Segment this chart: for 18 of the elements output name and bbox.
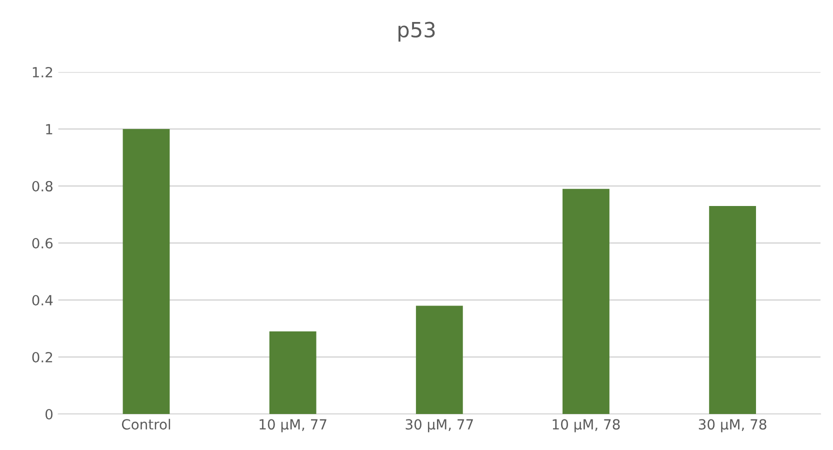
y-tick-label: 0.8 xyxy=(32,180,52,192)
y-tick-label: 1.2 xyxy=(32,66,52,78)
y-tick-label: 1 xyxy=(46,124,52,134)
bar xyxy=(709,206,756,414)
y-tick-label: 0.2 xyxy=(32,352,52,362)
y-tick-label: 0.4 xyxy=(32,294,53,306)
chart-title: p53 xyxy=(398,22,435,42)
bar xyxy=(562,188,610,414)
x-tick-label: 30 µM, 77 xyxy=(406,419,473,432)
bar xyxy=(416,306,463,414)
bar xyxy=(122,129,170,414)
y-tick-label: 0 xyxy=(46,408,53,420)
y-tick-label: 0.6 xyxy=(32,238,53,248)
bar xyxy=(269,331,316,414)
x-tick-label: 10 µM, 78 xyxy=(552,419,620,432)
x-tick-label: 30 µM, 78 xyxy=(698,419,766,432)
x-tick-label: Control xyxy=(122,418,170,430)
x-tick-label: 10 µM, 77 xyxy=(260,419,326,432)
